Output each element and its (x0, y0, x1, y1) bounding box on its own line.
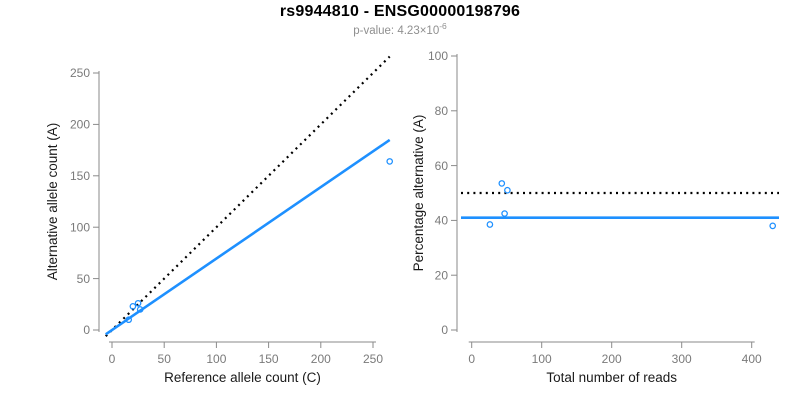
pvalue-exponent: -6 (439, 21, 447, 31)
data-point (136, 306, 144, 313)
y-tick-label: 250 (70, 66, 90, 80)
y-tick-label: 80 (435, 104, 449, 118)
x-tick-label: 200 (602, 352, 622, 366)
x-tick-label: 200 (311, 352, 331, 366)
plot-title: rs9944810 - ENSG00000198796 (279, 3, 521, 20)
data-point (501, 210, 508, 217)
identity-line (104, 55, 391, 337)
data-point (125, 316, 133, 324)
y-tick-label: 0 (83, 323, 90, 337)
allele-count-scatter: 0 50 100 150 200 250 0 50 100 150 200 250 Reference … (45, 55, 394, 385)
x-tick-label: 0 (109, 352, 116, 366)
x-tick-label: 50 (158, 352, 172, 366)
x-axis-title: Total number of reads (546, 370, 677, 385)
data-point (134, 299, 142, 307)
y-tick-label: 40 (435, 214, 449, 228)
y-tick-label: 50 (77, 272, 91, 286)
x-tick-label: 100 (206, 352, 226, 366)
data-point (498, 180, 506, 187)
y-tick-label: 150 (70, 169, 90, 183)
y-tick-label: 20 (435, 268, 449, 282)
x-tick-label: 400 (742, 352, 762, 366)
percentage-alternative-scatter: 0 20 40 60 80 100 0 100 200 300 400 Total number of… (411, 49, 779, 385)
pvalue-text: p-value: 4.23×10 (353, 24, 440, 37)
data-point (386, 158, 394, 165)
y-tick-label: 60 (435, 159, 449, 173)
x-tick-label: 150 (259, 352, 279, 366)
y-tick-label: 100 (428, 49, 448, 63)
y-tick-label: 100 (70, 220, 90, 234)
x-tick-label: 0 (468, 352, 475, 366)
y-axis-title: Percentage alternative (A) (411, 115, 426, 272)
fit-line (105, 138, 391, 336)
data-point (129, 303, 137, 310)
plot-subtitle: p-value: 4.23×10-6 (0, 21, 800, 37)
y-tick-label: 0 (441, 323, 448, 337)
data-point (486, 221, 494, 228)
y-tick-label: 200 (70, 118, 90, 132)
data-point (769, 222, 777, 230)
data-point (504, 186, 511, 194)
x-tick-label: 250 (363, 352, 383, 366)
x-tick-label: 100 (532, 352, 552, 366)
x-axis-title: Reference allele count (C) (164, 370, 321, 385)
y-axis-title: Alternative allele count (A) (45, 123, 60, 281)
x-tick-label: 300 (672, 352, 692, 366)
